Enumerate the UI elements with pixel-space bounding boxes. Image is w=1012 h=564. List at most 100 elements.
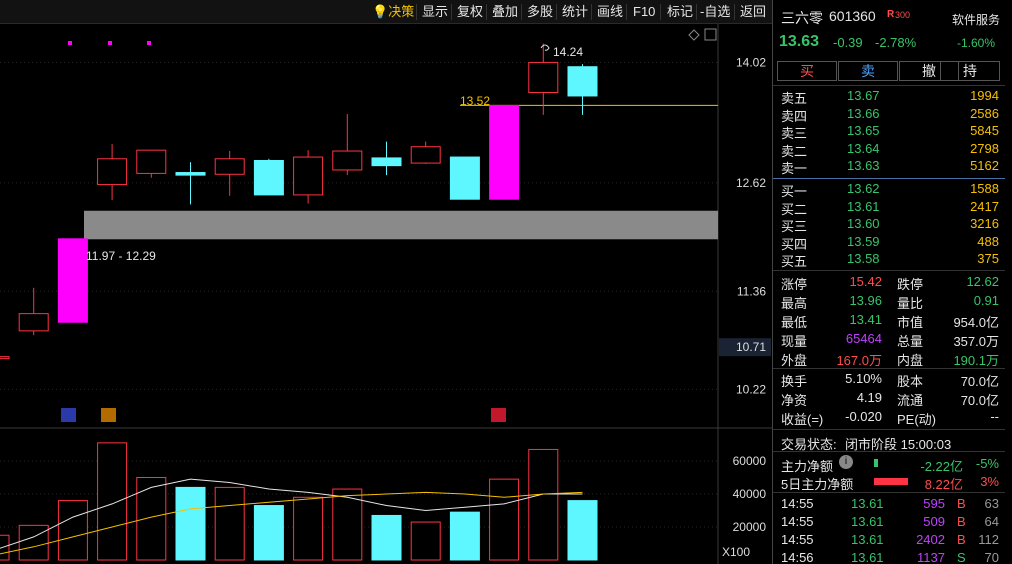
toolbar-divider	[626, 4, 627, 20]
tick-side: B	[957, 496, 966, 511]
toolbar-divider	[521, 4, 522, 20]
cancel-order-button[interactable]: 撤	[899, 61, 959, 81]
stat-value: 65464	[845, 331, 882, 346]
marker-finance-bg	[61, 408, 76, 422]
candle-body	[18, 313, 49, 332]
stat-value: 5.10%	[845, 371, 882, 386]
r-badge-number: 300	[895, 10, 911, 20]
stat-value: 70.0亿	[960, 393, 999, 408]
level-price: 13.65	[847, 123, 880, 138]
candle-body	[253, 159, 284, 196]
level-label: 卖二	[781, 143, 808, 159]
display-button[interactable]: 显示	[422, 4, 449, 19]
stats-row: 现量 65464 总量 357.0万	[773, 331, 1005, 349]
stat-value: 13.96	[849, 293, 882, 308]
divider	[773, 451, 1005, 452]
adjust-button[interactable]: 复权	[457, 4, 484, 19]
f10-button[interactable]: F10	[633, 4, 656, 19]
stats-row: 最低 13.41 市值 954.0亿	[773, 312, 1005, 330]
volume-tick-label: 40000	[733, 487, 767, 501]
ask-row[interactable]: 卖五 13.67 1994	[773, 88, 1005, 106]
price-tick-label: 12.62	[736, 176, 766, 190]
ask-row[interactable]: 卖一 13.63 5162	[773, 158, 1005, 176]
positions-button[interactable]: 持	[940, 61, 1000, 81]
volume-bar	[97, 442, 128, 561]
candle-body	[0, 356, 10, 360]
stat-value: 167.0万	[836, 353, 882, 368]
level-price: 13.58	[847, 251, 880, 266]
expand-icon	[704, 28, 717, 41]
info-icon[interactable]: i	[839, 455, 853, 469]
ask-row[interactable]: 卖四 13.66 2586	[773, 106, 1005, 124]
stat-label: 量比	[897, 296, 924, 311]
bid-row[interactable]: 买一 13.62 1588	[773, 181, 1005, 199]
stat-label: 最低	[781, 315, 808, 330]
buy-button[interactable]: 买	[777, 61, 837, 81]
sell-button[interactable]: 卖	[838, 61, 898, 81]
back-button[interactable]: 返回	[740, 4, 767, 19]
tick-side: S	[957, 550, 966, 564]
volume-ma-yellow	[0, 491, 583, 555]
stat-label: PE(动)	[897, 412, 937, 427]
level-volume: 375	[977, 251, 999, 266]
marker-ranking-bg	[101, 408, 116, 422]
stat-value: 357.0万	[953, 334, 999, 349]
candle-body	[293, 156, 324, 196]
level-volume: 488	[977, 233, 999, 249]
volume-unit-label: X100	[722, 545, 750, 559]
level-label: 买四	[781, 236, 808, 252]
decision-button[interactable]: 💡决策	[372, 4, 415, 19]
bid-ask-divider	[773, 178, 1005, 179]
tick-row: 14:56 13.61 1137 S 70	[773, 550, 1005, 564]
stat-value: -0.020	[845, 409, 882, 424]
stat-label: 收益(=)	[781, 412, 824, 427]
level-label: 卖五	[781, 91, 808, 106]
tick-row: 14:55 13.61 509 B 64	[773, 514, 1005, 532]
level-volume: 5162	[970, 158, 999, 173]
divider	[773, 429, 1005, 430]
stats-row: 外盘 167.0万 内盘 190.1万	[773, 350, 1005, 368]
bid-row[interactable]: 买四 13.59 488	[773, 234, 1005, 252]
tick-count: 63	[984, 496, 999, 511]
bid-row[interactable]: 买五 13.58 375	[773, 251, 1005, 269]
level-price: 13.59	[847, 233, 880, 249]
level-price: 13.67	[847, 88, 880, 103]
volume-ma-white	[0, 478, 583, 549]
tick-price: 13.61	[851, 550, 884, 564]
mark-button[interactable]: 标记	[667, 4, 694, 19]
tick-price: 13.61	[851, 496, 884, 511]
price-tick-label: 11.36	[737, 284, 766, 298]
ask-row[interactable]: 卖二 13.64 2798	[773, 141, 1005, 159]
draw-line-button[interactable]: 画线	[597, 4, 624, 19]
tick-count: 112	[978, 532, 999, 547]
event-dot	[108, 41, 112, 45]
high-price-label: 14.24	[553, 45, 583, 59]
quote-panel: 三六零 601360 R 300 软件服务 13.63 -0.39 -2.78%…	[772, 0, 1012, 564]
statistics-button[interactable]: 统计	[562, 4, 589, 19]
overlay-button[interactable]: 叠加	[492, 4, 519, 19]
sector-name[interactable]: 软件服务	[952, 13, 1001, 27]
stats-row: 收益(=) -0.020 PE(动) --	[773, 409, 1005, 427]
five-day-flow-value: 8.22亿	[924, 477, 963, 492]
divider	[773, 368, 1005, 369]
watchlist-button[interactable]: -自选	[700, 4, 731, 19]
volume-bar	[528, 448, 559, 561]
kline-chart-area[interactable]: 💡决策 显示 复权 叠加 多股 统计 画线 F10 标记 -自选 返回 14.0…	[0, 0, 772, 564]
stat-label: 涨停	[781, 277, 808, 292]
stat-label: 流通	[897, 393, 924, 408]
toolbar-divider	[556, 4, 557, 20]
stat-label: 现量	[781, 334, 808, 349]
toolbar-divider	[591, 4, 592, 20]
multi-stock-button[interactable]: 多股	[527, 4, 554, 19]
level-label: 买二	[781, 201, 808, 217]
gap-range-label: 11.97 - 12.29	[86, 249, 156, 263]
toolbar-divider	[486, 4, 487, 20]
stock-name: 三六零	[781, 10, 823, 26]
stat-label: 总量	[897, 334, 924, 349]
high-arrow-icon	[540, 44, 550, 51]
tick-price: 13.61	[851, 514, 884, 529]
volume-bar	[253, 505, 284, 561]
ask-row[interactable]: 卖三 13.65 5845	[773, 123, 1005, 141]
bid-row[interactable]: 买三 13.60 3216	[773, 216, 1005, 234]
bid-row[interactable]: 买二 13.61 2417	[773, 199, 1005, 217]
